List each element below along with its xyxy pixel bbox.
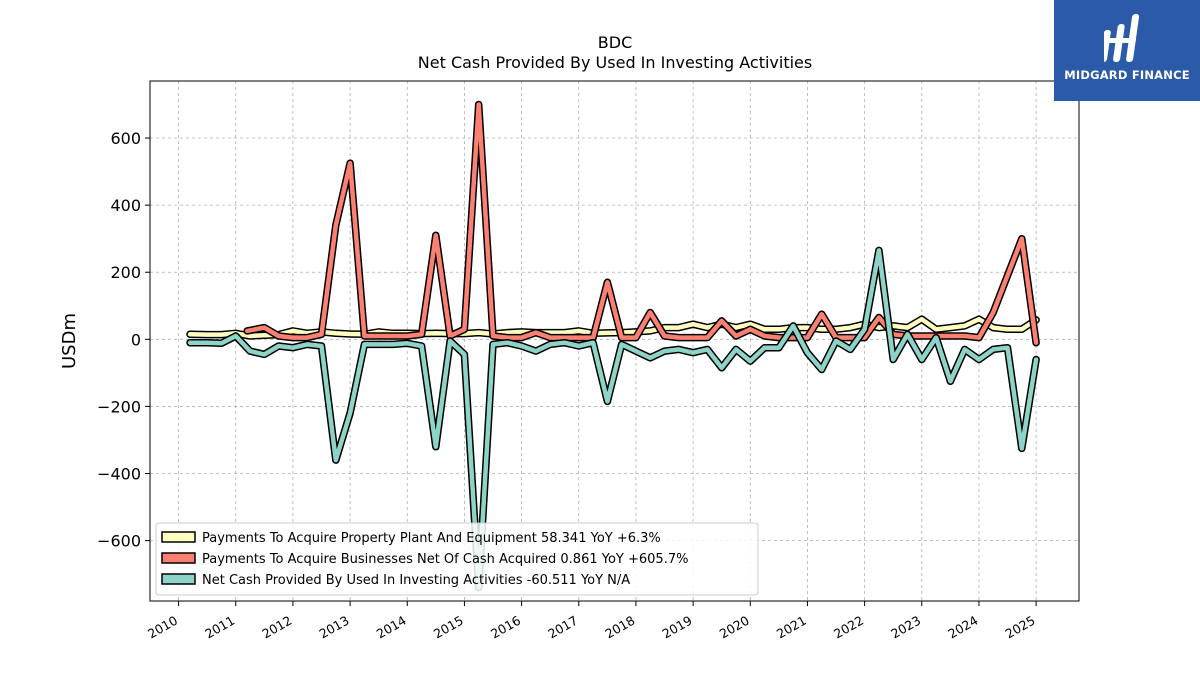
series-line-2 [187, 248, 1039, 590]
x-tick-label: 2011 [202, 613, 237, 642]
legend-swatch [161, 531, 196, 543]
y-axis-label: USDm [59, 313, 80, 369]
legend: Payments To Acquire Property Plant And E… [155, 522, 759, 596]
y-tick-label: −600 [97, 532, 141, 551]
y-axis-ticks: −600 −400 −200 0 200 400 600 [97, 129, 150, 551]
legend-box [155, 522, 759, 596]
logo-text: MIDGARD FINANCE [1064, 68, 1190, 82]
legend-swatch [161, 573, 196, 585]
x-tick-label: 2014 [374, 613, 409, 642]
y-tick-label: 200 [110, 263, 141, 282]
series-line-0 [187, 316, 1039, 339]
y-tick-label: 600 [110, 129, 141, 148]
x-tick-label: 2020 [717, 613, 752, 642]
x-tick-label: 2016 [488, 613, 523, 642]
y-tick-label: 400 [110, 196, 141, 215]
x-tick-label: 2023 [888, 613, 923, 642]
x-tick-label: 2025 [1003, 613, 1038, 642]
legend-label: Net Cash Provided By Used In Investing A… [202, 573, 630, 588]
x-tick-label: 2013 [317, 613, 352, 642]
logo-mark-icon [1104, 14, 1140, 62]
x-tick-label: 2024 [945, 613, 980, 642]
x-tick-label: 2018 [602, 613, 637, 642]
legend-label: Payments To Acquire Property Plant And E… [202, 531, 661, 546]
y-tick-label: −200 [97, 397, 141, 416]
x-tick-label: 2021 [774, 613, 809, 642]
series-group [186, 100, 1040, 592]
x-axis-ticks: 2010 2011 2012 2013 2014 2015 2016 2017 2018 2019… [145, 601, 1038, 642]
legend-label: Payments To Acquire Businesses Net Of Ca… [202, 552, 688, 567]
x-tick-label: 2017 [545, 613, 580, 642]
midgard-finance-logo: MIDGARD FINANCE [1054, 0, 1200, 101]
y-tick-label: −400 [97, 465, 141, 484]
chart-subtitle: Net Cash Provided By Used In Investing A… [418, 53, 812, 72]
x-tick-label: 2010 [145, 613, 180, 642]
x-tick-label: 2012 [259, 613, 294, 642]
legend-swatch [161, 552, 196, 564]
x-tick-label: 2019 [660, 613, 695, 642]
x-tick-label: 2022 [831, 613, 866, 642]
x-tick-label: 2015 [431, 613, 466, 642]
plot-frame [149, 80, 1080, 602]
y-tick-label: 0 [131, 330, 141, 349]
series-outline-1 [243, 100, 1040, 347]
chart-title: BDC [598, 33, 632, 52]
